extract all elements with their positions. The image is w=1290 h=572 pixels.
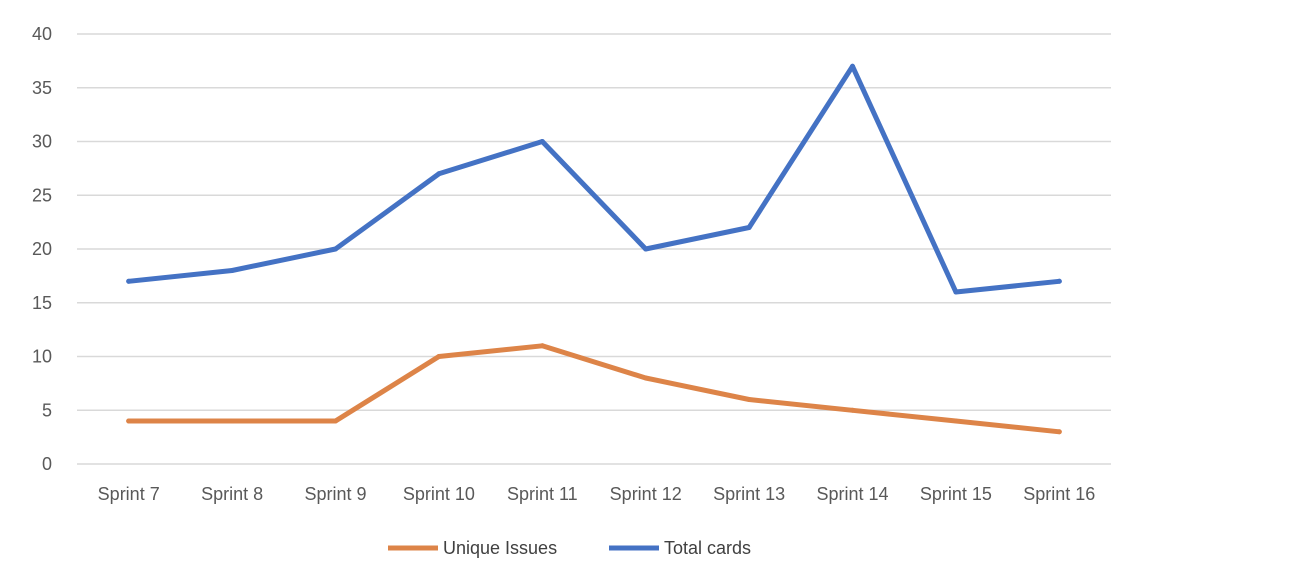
data-point xyxy=(539,139,545,144)
data-point xyxy=(333,418,338,424)
data-point xyxy=(850,63,855,69)
gridlines xyxy=(77,33,1111,465)
data-point xyxy=(229,418,235,424)
x-tick-label: Sprint 15 xyxy=(920,484,992,504)
y-axis-ticks: 0 5 10 15 20 25 30 35 40 xyxy=(32,24,52,474)
y-tick-label: 20 xyxy=(32,239,52,259)
y-tick-label: 10 xyxy=(32,347,52,367)
data-point xyxy=(850,407,855,413)
data-point xyxy=(436,171,442,177)
y-tick-label: 35 xyxy=(32,78,52,98)
y-tick-label: 0 xyxy=(42,454,52,474)
data-point xyxy=(643,375,649,381)
y-tick-label: 15 xyxy=(32,293,52,313)
y-tick-label: 25 xyxy=(32,185,52,205)
x-tick-label: Sprint 12 xyxy=(610,484,682,504)
legend-item: Unique Issues xyxy=(388,538,557,558)
data-point xyxy=(126,418,132,424)
y-tick-label: 5 xyxy=(42,400,52,420)
data-point xyxy=(746,397,752,402)
data-point xyxy=(746,225,752,230)
series-line-total-cards xyxy=(126,63,1062,295)
y-tick-label: 30 xyxy=(32,132,52,152)
data-point xyxy=(953,418,959,424)
x-tick-label: Sprint 7 xyxy=(98,484,160,504)
series-line-unique-issues xyxy=(126,343,1062,435)
data-point xyxy=(436,354,442,359)
data-point xyxy=(333,246,338,252)
series-lines xyxy=(126,63,1062,435)
x-tick-label: Sprint 11 xyxy=(507,484,578,504)
x-tick-label: Sprint 16 xyxy=(1023,484,1095,504)
data-point xyxy=(1056,278,1062,284)
x-tick-label: Sprint 9 xyxy=(304,484,366,504)
legend-label: Total cards xyxy=(664,538,751,558)
data-point xyxy=(643,246,649,252)
x-tick-label: Sprint 8 xyxy=(201,484,263,504)
legend: Unique Issues Total cards xyxy=(388,538,751,558)
x-axis-ticks: Sprint 7 Sprint 8 Sprint 9 Sprint 10 Sprint … xyxy=(98,484,1096,504)
x-tick-label: Sprint 10 xyxy=(403,484,475,504)
x-tick-label: Sprint 13 xyxy=(713,484,785,504)
legend-label: Unique Issues xyxy=(443,538,557,558)
y-tick-label: 40 xyxy=(32,24,52,44)
x-tick-label: Sprint 14 xyxy=(816,484,888,504)
data-point xyxy=(1056,429,1062,435)
data-point xyxy=(953,289,959,295)
data-point xyxy=(126,278,132,284)
legend-item: Total cards xyxy=(609,538,751,558)
data-point xyxy=(229,268,235,273)
data-point xyxy=(539,343,545,349)
